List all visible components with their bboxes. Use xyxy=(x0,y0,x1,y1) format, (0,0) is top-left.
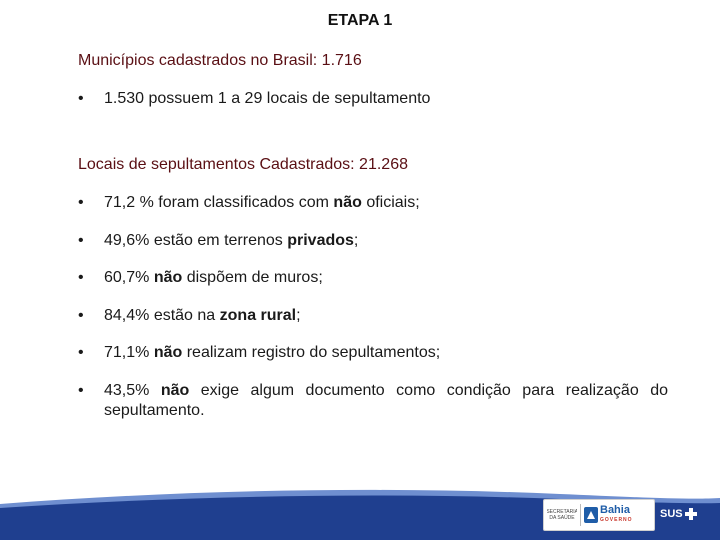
list-item: 71,2 % foram classificados com não ofici… xyxy=(78,193,668,213)
bahia-triangle-icon xyxy=(584,507,598,523)
list-item: 71,1% não realizam registro do sepultame… xyxy=(78,343,668,363)
bahia-wordmark: Bahia GOVERNO xyxy=(600,504,633,524)
secretaria-bahia-logo: SECRETARIA DA SAÚDE Bahia GOVERNO xyxy=(543,499,655,531)
secretaria-seal: SECRETARIA DA SAÚDE xyxy=(547,509,577,521)
sus-cross-icon xyxy=(684,508,697,520)
logo-divider xyxy=(580,504,581,526)
section-heading-locais: Locais de sepultamentos Cadastrados: 21.… xyxy=(78,156,408,173)
slide-title: ETAPA 1 xyxy=(327,12,393,29)
footer-wave-graphic xyxy=(0,489,720,540)
bullet-list-municipios: 1.530 possuem 1 a 29 locais de sepultame… xyxy=(78,89,668,109)
list-item: 60,7% não dispõem de muros; xyxy=(78,268,668,288)
section-heading-municipios: Municípios cadastrados no Brasil: 1.716 xyxy=(78,52,362,69)
sus-logo: SUS xyxy=(660,508,697,520)
bullet-list-locais: 71,2 % foram classificados com não ofici… xyxy=(78,193,668,421)
list-item: 49,6% estão em terrenos privados; xyxy=(78,231,668,251)
list-item: 1.530 possuem 1 a 29 locais de sepultame… xyxy=(78,89,668,109)
list-item: 84,4% estão na zona rural; xyxy=(78,306,668,326)
footer-band: SECRETARIA DA SAÚDE Bahia GOVERNO SUS xyxy=(0,468,720,540)
list-item: 43,5% não exige algum documento como con… xyxy=(78,381,668,421)
